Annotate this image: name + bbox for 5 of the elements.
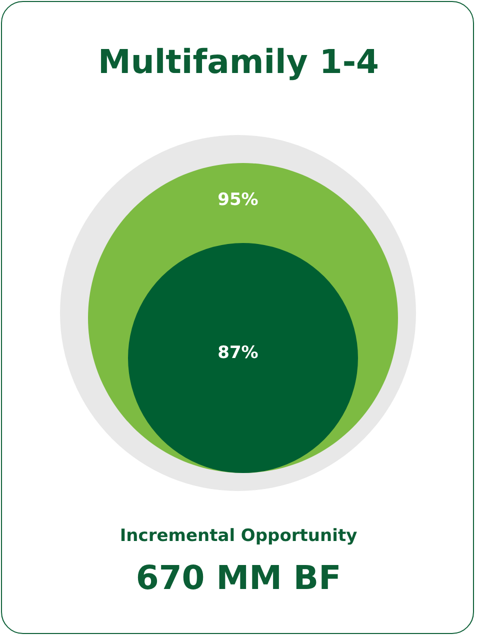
text: Incremental Opportunity — [118, 526, 358, 546]
data-label: 87% — [218, 343, 258, 363]
data-label: 95% — [218, 190, 258, 210]
text: 670 MM BF — [134, 558, 342, 597]
text: Multifamily 1-4 — [97, 42, 380, 81]
